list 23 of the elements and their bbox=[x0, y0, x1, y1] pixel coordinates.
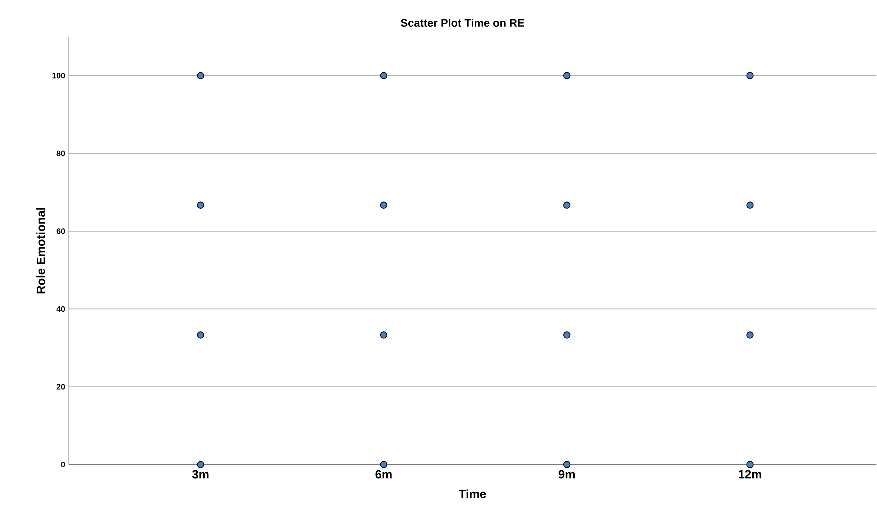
point bbox=[746, 461, 754, 468]
point bbox=[746, 202, 754, 210]
point bbox=[197, 332, 204, 339]
point bbox=[564, 202, 571, 210]
point bbox=[380, 461, 388, 468]
point bbox=[197, 461, 204, 468]
point bbox=[380, 72, 388, 80]
x-tick-label: 3m bbox=[192, 470, 209, 479]
point bbox=[564, 461, 571, 468]
point bbox=[197, 202, 204, 210]
point bbox=[564, 72, 571, 80]
point bbox=[746, 332, 754, 339]
chart-title: Scatter Plot Time on RE bbox=[401, 19, 524, 28]
point bbox=[197, 72, 204, 80]
x-tick-label: 12m bbox=[739, 470, 762, 479]
x-axis-title: Time bbox=[459, 490, 486, 498]
point bbox=[564, 332, 571, 339]
point bbox=[380, 332, 388, 339]
point bbox=[746, 72, 754, 80]
y-axis-title: Role Emotional bbox=[36, 208, 46, 294]
x-tick-label: 9m bbox=[558, 470, 575, 479]
point bbox=[380, 202, 388, 210]
x-tick-label: 6m bbox=[376, 470, 392, 479]
